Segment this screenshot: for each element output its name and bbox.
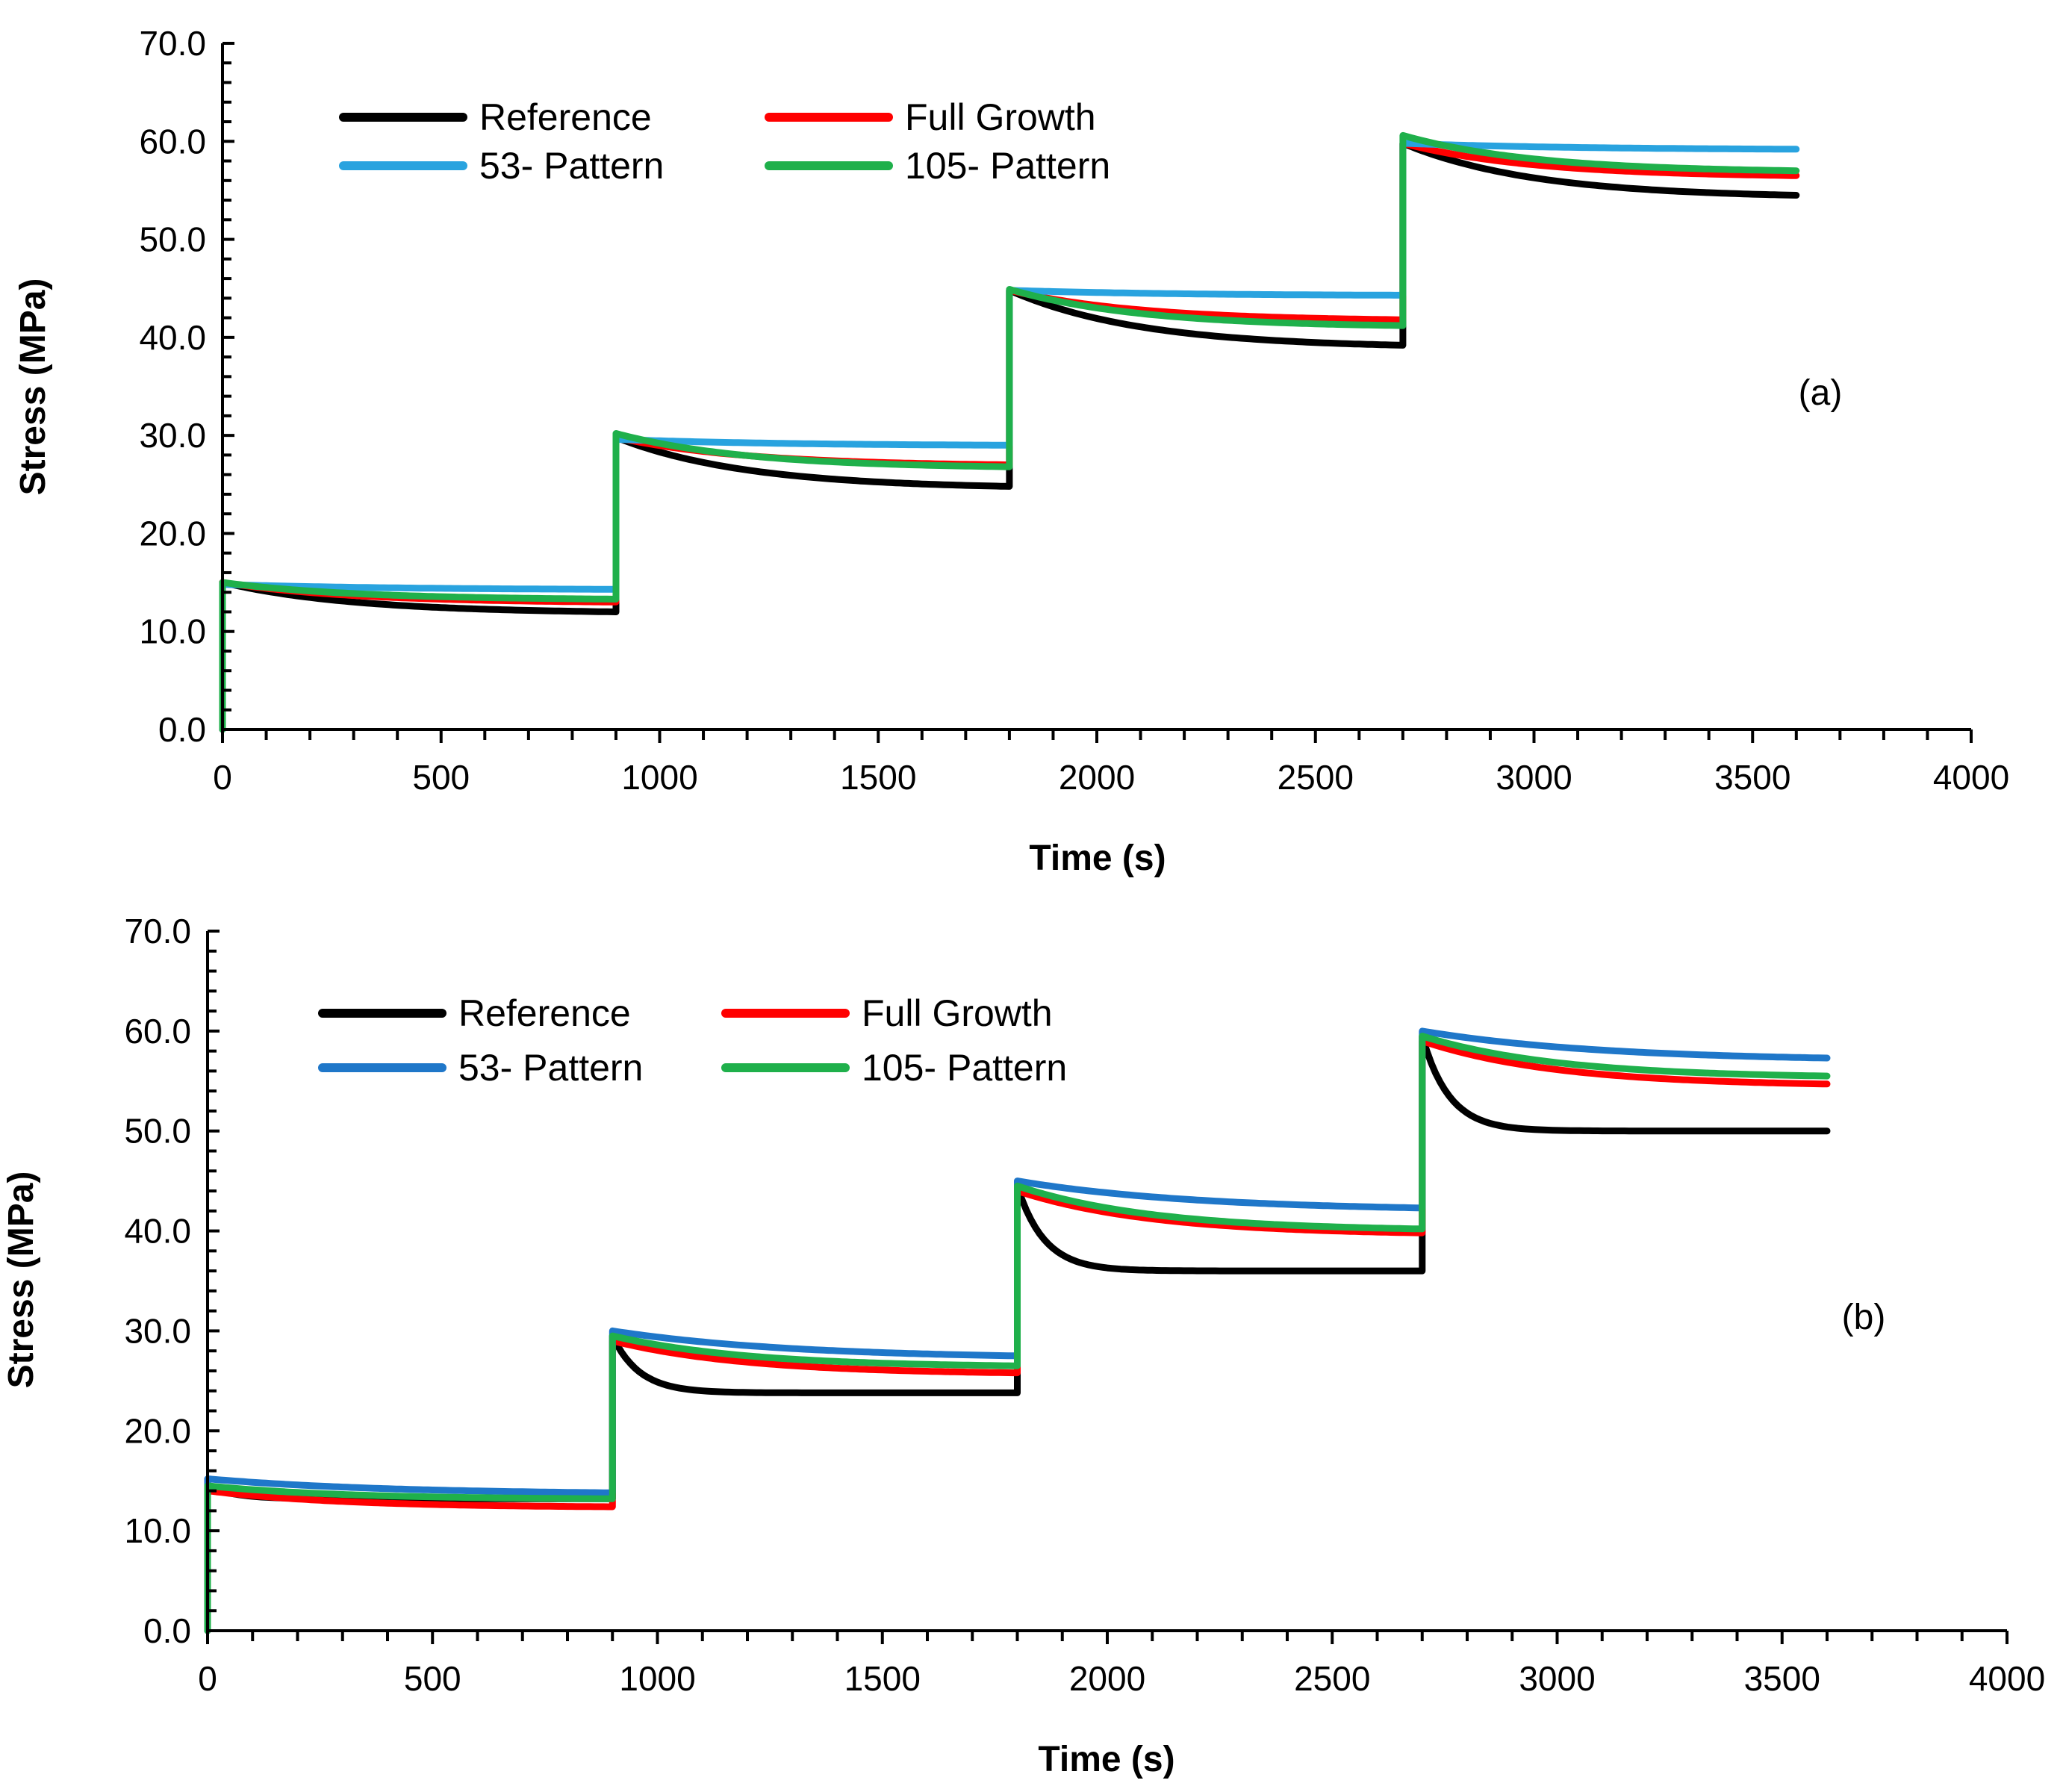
y-tick-label: 40.0 [124,1212,191,1251]
x-tick-label: 2000 [1069,1659,1145,1698]
y-tick-label: 20.0 [139,514,206,553]
legend-label: 53- Pattern [458,1047,643,1089]
x-axis-title: Time (s) [1029,839,1166,878]
y-axis-title: Stress (MPa) [13,279,53,496]
y-tick-label: 40.0 [139,318,206,357]
x-tick-label: 3000 [1496,758,1572,797]
x-tick-label: 2500 [1278,758,1354,797]
legend: Reference Full Growth 53- Pattern 105- Patt… [339,96,1110,187]
x-tick-label: 4000 [1933,758,2009,797]
y-tick-label: 70.0 [124,912,191,951]
y-tick-label: 20.0 [124,1411,191,1450]
x-tick-label: 1000 [621,758,697,797]
x-tick-label: 1500 [840,758,916,797]
legend-label: Full Growth [862,992,1053,1034]
y-tick-label: 10.0 [124,1511,191,1550]
x-tick-label: 0 [213,758,232,797]
y-axis-title: Stress (MPa) [1,1172,41,1389]
series-line-full-growth [204,1037,1831,1634]
x-tick-label: 3000 [1519,1659,1595,1698]
legend-label: Reference [479,96,652,138]
legend-label: Reference [458,992,631,1034]
legend-label: 105- Pattern [905,145,1110,187]
x-tick-label: 1000 [619,1659,695,1698]
legend-label: Full Growth [905,96,1096,138]
y-tick-label: 30.0 [124,1311,191,1350]
legend-label: 105- Pattern [862,1047,1067,1089]
panel-label: (a) [1799,373,1843,413]
panel-label: (b) [1842,1298,1886,1337]
chart-panel-b: 0.0 10.0 20.0 30.0 40.0 50.0 60.0 70.0 0 500 1000 1… [1,912,2045,1779]
y-tick-label: 50.0 [124,1112,191,1151]
y-tick-label: 60.0 [139,122,206,161]
y-tick-label: 10.0 [139,612,206,651]
x-tick-label: 0 [198,1659,217,1698]
x-tick-label: 500 [404,1659,461,1698]
series-line-105-pattern [204,1033,1831,1634]
x-tick-label: 2000 [1059,758,1135,797]
y-tick-label: 60.0 [124,1012,191,1051]
y-tick-label: 0.0 [143,1611,191,1650]
series-line-105-pattern [219,131,1800,733]
x-tick-label: 4000 [1969,1659,2045,1698]
x-tick-label: 500 [412,758,470,797]
legend-label: 53- Pattern [479,145,664,187]
y-tick-label: 0.0 [158,710,206,749]
series-line-reference [219,140,1800,733]
y-tick-label: 50.0 [139,220,206,259]
x-tick-label: 3500 [1714,758,1790,797]
x-tick-label: 1500 [844,1659,921,1698]
chart-panel-a: 0.0 10.0 20.0 30.0 40.0 50.0 60.0 70.0 0 500 1000 1… [13,24,2009,878]
legend: Reference Full Growth 53- Pattern 105- Patt… [318,992,1067,1089]
y-tick-label: 70.0 [139,24,206,63]
x-tick-label: 2500 [1294,1659,1370,1698]
x-tick-label: 3500 [1744,1659,1820,1698]
y-tick-label: 30.0 [139,416,206,455]
x-axis-title: Time (s) [1038,1740,1174,1779]
